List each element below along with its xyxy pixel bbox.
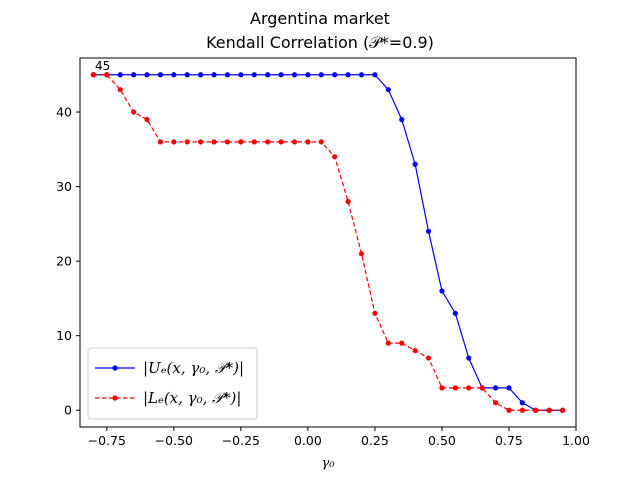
series-layer [90,72,566,413]
data-point-upper [251,72,257,78]
data-point-lower [291,139,298,145]
legend: |Uₑ(x, γ₀, 𝒫*)| |Lₑ(x, γ₀, 𝒫*)| [87,347,258,420]
data-point-upper [345,72,351,78]
data-point-upper [452,310,458,316]
data-point-lower [117,87,123,93]
x-tick-label: 0.50 [428,433,456,448]
data-point-upper [412,161,418,167]
data-point-upper [184,72,190,78]
x-tick-label: 0.00 [294,433,322,448]
data-point-lower [466,385,472,391]
data-point-lower [345,198,351,205]
x-axis: −0.75 −0.50 −0.25 0.00 0.25 0.50 0.75 1.00 [88,427,590,448]
data-point-lower [104,72,110,78]
data-point-upper [466,355,472,361]
data-point-lower [157,139,164,145]
legend-box [87,347,258,420]
data-point-lower [519,407,525,413]
data-point-upper [492,385,499,391]
data-point-upper [238,72,244,78]
data-point-upper [358,72,365,78]
data-point-lower [238,139,244,145]
data-point-upper [425,228,432,234]
data-point-lower [305,139,311,145]
data-point-lower [492,400,499,406]
data-point-upper [171,72,177,78]
legend-label-upper: |Uₑ(x, γ₀, 𝒫*)| [143,359,244,377]
data-point-lower [171,139,177,145]
data-point-upper [385,87,391,93]
data-point-upper [157,72,164,78]
data-point-upper [211,72,217,78]
data-point-lower [358,251,365,257]
y-tick-label: 10 [56,328,72,343]
data-point-lower [412,347,418,354]
data-point-lower [385,340,391,346]
data-point-lower [90,72,97,78]
data-point-lower [506,407,512,413]
data-point-lower [318,139,324,145]
legend-entries: |Uₑ(x, γ₀, 𝒫*)| |Lₑ(x, γ₀, 𝒫*)| [95,359,244,407]
data-point-upper [506,385,512,391]
data-point-lower [131,109,137,115]
data-point-lower [452,385,458,391]
data-point-upper [265,72,271,78]
data-point-upper [291,72,298,78]
y-tick-label: 40 [56,105,72,120]
y-tick-label: 20 [56,254,72,269]
data-point-upper [439,288,445,294]
data-point-upper [144,72,150,78]
legend-label-lower: |Lₑ(x, γ₀, 𝒫*)| [143,389,241,407]
data-point-upper [519,400,525,406]
data-point-lower [332,154,338,160]
plot-area-frame [79,57,577,428]
data-point-lower [224,139,231,145]
data-point-lower [184,139,190,145]
legend-marker-lower [112,395,118,401]
data-point-upper [399,116,405,123]
data-point-lower [251,139,257,145]
x-tick-label: 0.75 [495,433,523,448]
data-point-upper [372,72,378,78]
data-point-lower [211,139,217,145]
legend-marker-upper [112,365,118,371]
data-point-lower [265,139,271,145]
data-point-upper [305,72,311,78]
x-tick-label: −0.25 [222,433,260,448]
y-axis: 0 10 20 30 40 [56,105,80,418]
data-point-lower [546,407,552,413]
data-point-upper [198,72,204,78]
data-point-upper [117,72,123,78]
data-point-upper [131,72,137,78]
data-point-lower [425,355,432,361]
data-point-lower [278,139,284,145]
x-axis-label: γ₀ [322,456,336,471]
data-point-lower [439,385,445,391]
data-point-upper [224,72,231,78]
chart-subtitle: Kendall Correlation (𝒫*=0.9) [206,33,434,52]
data-point-lower [533,407,539,413]
chart-title: Argentina market [250,9,390,28]
data-point-upper [278,72,284,78]
data-point-upper [332,72,338,78]
data-point-lower [399,340,405,346]
data-point-lower [372,310,378,316]
x-tick-label: 1.00 [562,433,590,448]
data-point-upper [318,72,324,78]
data-annotation: 45 [95,59,110,73]
data-point-lower [479,385,485,391]
x-tick-label: −0.50 [155,433,193,448]
data-point-lower [559,407,566,413]
x-tick-label: 0.25 [361,433,389,448]
x-tick-label: −0.75 [88,433,126,448]
data-point-lower [198,139,204,145]
data-point-lower [144,116,150,123]
y-tick-label: 30 [56,179,72,194]
y-tick-label: 0 [64,403,72,418]
